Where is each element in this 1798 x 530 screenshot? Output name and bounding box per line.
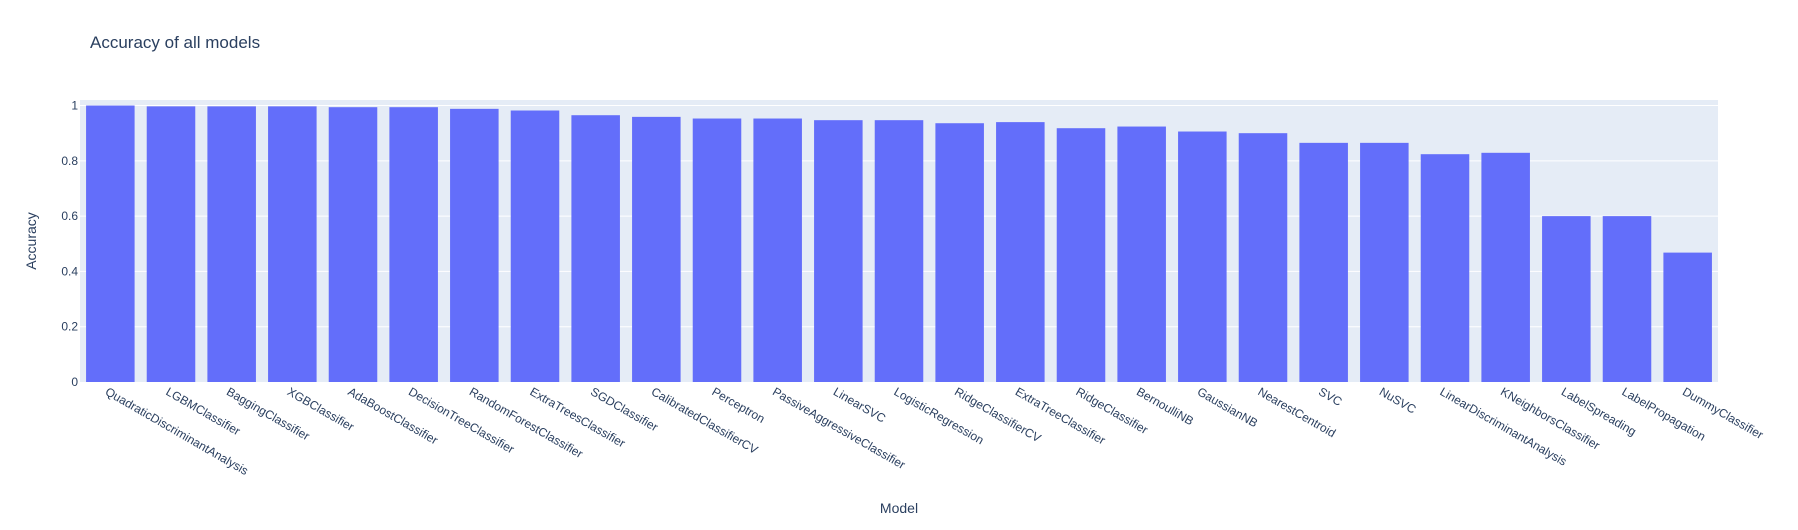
x-tick-label: SVC [1316,384,1345,409]
bar[interactable] [86,105,135,382]
bar[interactable] [510,110,560,382]
bar[interactable] [632,116,681,382]
y-tick-label: 0 [71,375,78,389]
bar[interactable] [874,120,924,383]
y-tick-label: 0.4 [61,264,78,278]
bar[interactable] [1299,142,1348,382]
bar[interactable] [1420,154,1470,382]
bar[interactable] [1542,216,1591,382]
y-tick-label: 0.8 [61,154,78,168]
bar[interactable] [268,106,317,382]
bars [86,105,1712,383]
bar[interactable] [1056,128,1106,382]
bar[interactable] [450,108,499,383]
bar[interactable] [753,118,802,382]
bar[interactable] [1360,142,1409,382]
bar[interactable] [1117,126,1166,383]
bar[interactable] [1602,216,1652,382]
bar[interactable] [571,115,620,383]
x-tick-label: DecisionTreeClassifier [406,384,517,456]
bar[interactable] [389,107,438,382]
x-tick-label: NuSVC [1377,384,1419,416]
x-tick-label: GaussianNB [1195,384,1260,430]
x-tick-label: RandomForestClassifier [467,384,585,460]
bar[interactable] [146,106,196,382]
bar[interactable] [328,107,378,382]
bar[interactable] [692,118,742,382]
bar[interactable] [1663,252,1712,382]
bar[interactable] [1238,133,1288,382]
y-axis-title: Accuracy [23,212,39,270]
y-tick-label: 1 [71,99,78,113]
y-axis-ticks: 0 0.2 0.4 0.6 0.8 1 [61,99,78,389]
x-tick-label: CalibratedClassifierCV [649,384,761,456]
x-tick-label: KNeighborsClassifier [1498,384,1602,452]
x-axis-title: Model [880,500,918,516]
bar[interactable] [996,122,1045,382]
y-tick-label: 0.6 [61,209,78,223]
bar[interactable] [1481,152,1530,382]
bar[interactable] [207,106,256,382]
bar[interactable] [1178,131,1227,382]
chart-title: Accuracy of all models [90,33,261,52]
x-axis-ticks: QuadraticDiscriminantAnalysisLGBMClassif… [103,384,1766,477]
y-tick-label: 0.2 [61,320,78,334]
bar[interactable] [814,120,863,383]
bar[interactable] [935,123,984,383]
